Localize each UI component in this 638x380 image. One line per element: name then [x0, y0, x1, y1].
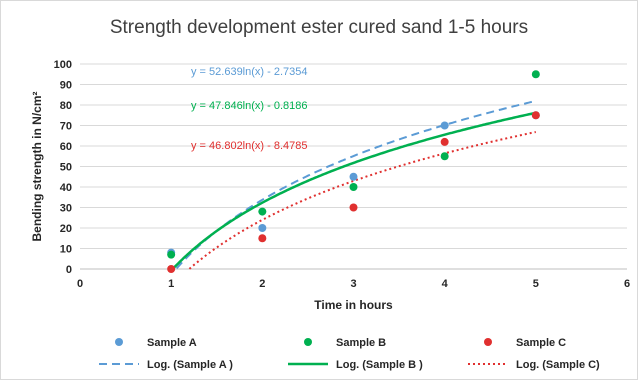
x-axis-title: Time in hours	[314, 298, 393, 312]
data-point	[440, 137, 449, 146]
legend-marker	[115, 338, 123, 346]
legend-label: Sample A	[147, 337, 197, 349]
trendline-equation: y = 46.802ln(x) - 8.4785	[191, 140, 308, 152]
x-tick-label: 5	[533, 278, 539, 290]
y-axis-title: Bending strength in N/cm²	[30, 91, 44, 241]
data-point	[167, 250, 176, 259]
x-tick-label: 4	[442, 278, 449, 290]
y-tick-label: 90	[60, 80, 72, 92]
data-point	[440, 121, 449, 130]
x-tick-label: 2	[259, 278, 265, 290]
x-tick-label: 1	[168, 278, 174, 290]
x-tick-label: 0	[77, 278, 83, 290]
y-tick-label: 20	[60, 223, 72, 235]
data-point	[167, 265, 176, 273]
chart-title: Strength development ester cured sand 1-…	[109, 17, 529, 38]
y-tick-label: 80	[60, 100, 72, 112]
y-tick-label: 70	[60, 121, 72, 133]
legend-label: Sample B	[336, 337, 386, 349]
legend-label: Log. (Sample B )	[336, 359, 423, 371]
data-point	[258, 224, 267, 232]
y-tick-label: 0	[66, 264, 72, 276]
legend-marker	[304, 338, 312, 346]
legend-label: Log. (Sample A )	[147, 359, 233, 371]
trendline	[188, 131, 536, 270]
data-point	[258, 207, 267, 216]
trendline-equation: y = 52.639ln(x) - 2.7354	[191, 66, 308, 78]
x-tick-label: 6	[624, 278, 630, 290]
x-tick-label: 3	[350, 278, 356, 290]
y-tick-label: 30	[60, 203, 72, 215]
data-point	[349, 172, 358, 181]
y-tick-label: 100	[54, 59, 72, 71]
legend-marker	[484, 338, 492, 346]
legend-label: Sample C	[516, 337, 566, 349]
y-tick-label: 60	[60, 141, 72, 153]
y-tick-label: 40	[60, 182, 72, 194]
data-point	[349, 203, 358, 212]
data-point	[349, 183, 358, 191]
y-tick-label: 10	[60, 244, 72, 256]
legend-label: Log. (Sample C)	[516, 359, 600, 371]
trendline-equation: y = 47.846ln(x) - 0.8186	[191, 100, 308, 112]
data-point	[531, 70, 540, 79]
data-point	[531, 111, 540, 120]
trendline	[172, 111, 537, 270]
data-point	[440, 152, 449, 161]
y-tick-label: 50	[60, 162, 72, 174]
data-point	[258, 234, 267, 243]
